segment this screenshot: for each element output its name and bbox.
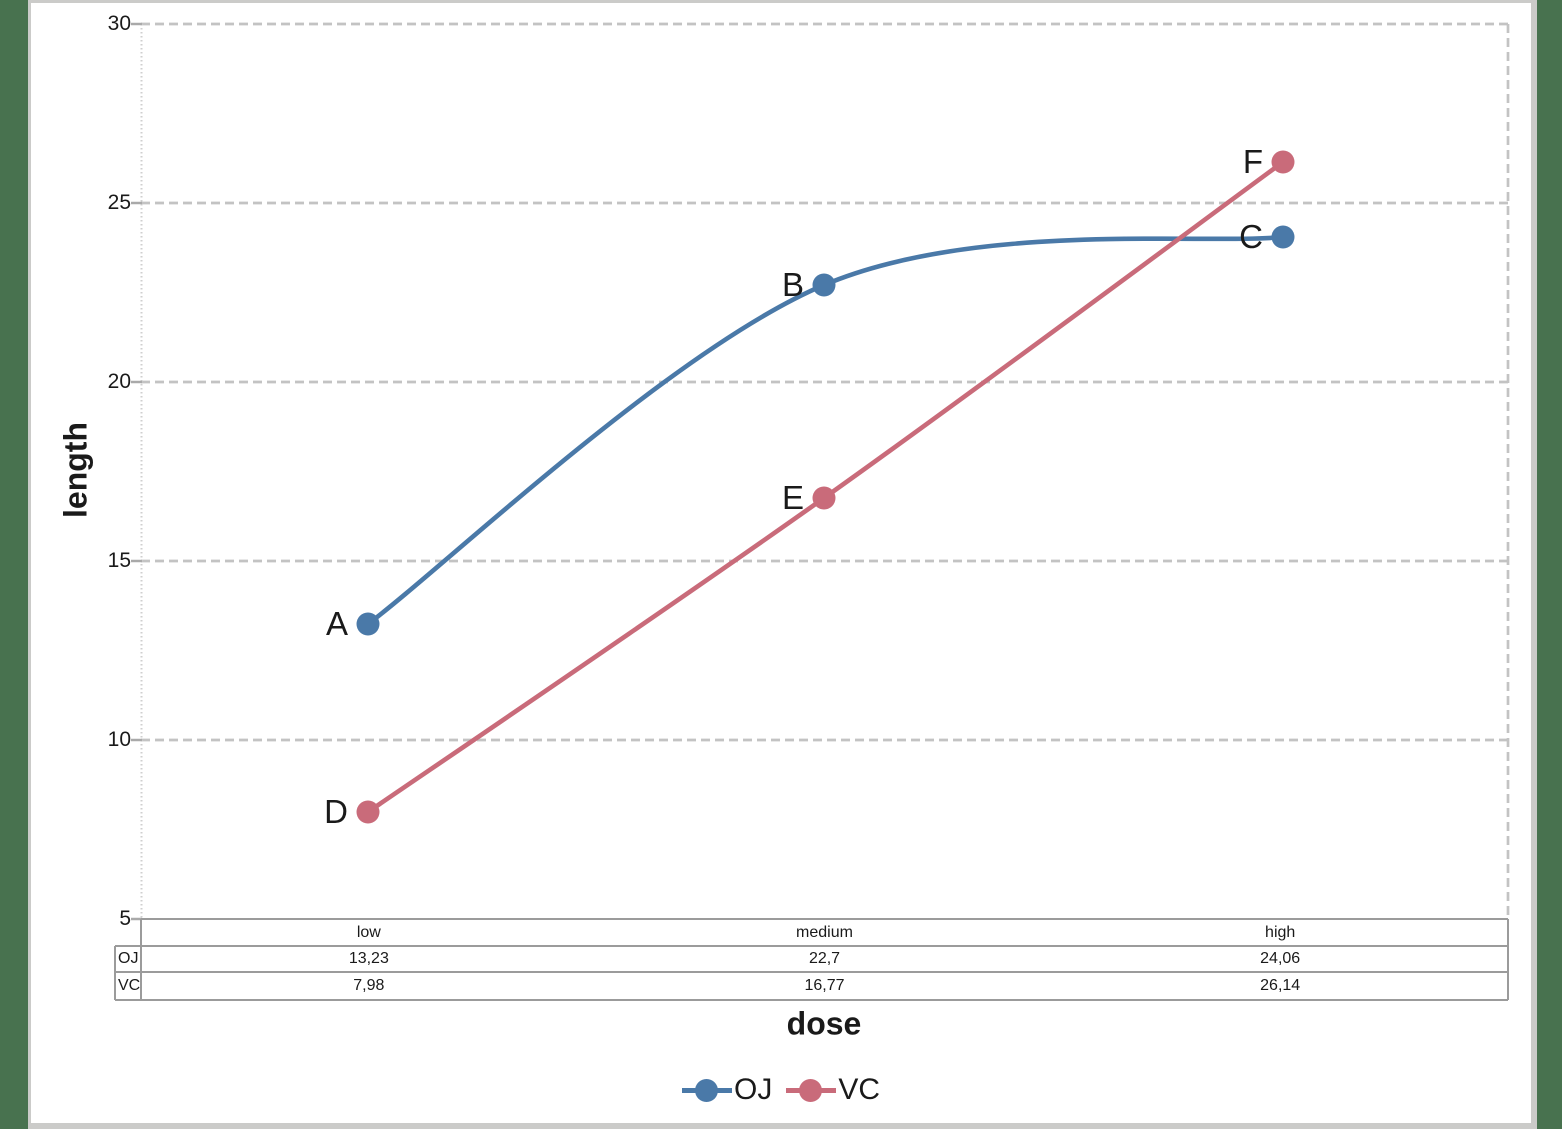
- table-cell-vc-low: 7,98: [353, 977, 385, 994]
- y-tick-30: 30: [107, 12, 131, 35]
- point-label-d: D: [324, 793, 348, 830]
- chart-window: [28, 0, 1537, 1129]
- legend-item-vc: VC: [786, 1073, 880, 1107]
- y-tick-5: 5: [119, 907, 131, 930]
- y-tick-15: 15: [107, 549, 131, 572]
- legend-label-oj: OJ: [733, 1073, 773, 1106]
- table-row-vc: 7,98 16,77 26,14: [141, 972, 1508, 1000]
- table-cell-oj-low: 13,23: [348, 950, 389, 967]
- point-label-b: B: [781, 266, 804, 303]
- oj-legend-marker-icon: [681, 1078, 732, 1102]
- oj-markers: [356, 225, 1295, 636]
- vc-marker-medium: [812, 486, 836, 510]
- legend-item-oj: OJ: [681, 1073, 773, 1107]
- y-axis-ticks: [131, 22, 142, 921]
- vc-marker-high: [1271, 150, 1295, 174]
- oj-marker-high: [1271, 225, 1295, 249]
- table-cell-oj-high: 24,06: [1260, 950, 1301, 967]
- gridlines: [141, 22, 1510, 919]
- table-col-header-medium: medium: [796, 923, 853, 941]
- table-cell-oj-medium: 22,7: [808, 950, 841, 967]
- point-label-e: E: [781, 479, 804, 516]
- y-axis-title: length: [57, 422, 94, 518]
- y-tick-10: 10: [107, 728, 131, 751]
- y-tick-25: 25: [107, 191, 131, 214]
- table-row-oj: 13,23 22,7 24,06: [141, 946, 1508, 972]
- data-table-borders: [114, 918, 1509, 1001]
- oj-marker-low: [356, 612, 380, 636]
- table-row-header-vc: VC: [118, 977, 141, 994]
- vc-legend-marker-icon: [786, 1078, 837, 1102]
- vc-marker-low: [356, 800, 380, 824]
- legend: OJ VC: [0, 1073, 1562, 1107]
- point-label-c: C: [1239, 218, 1263, 255]
- table-header-row: low medium high: [141, 919, 1508, 946]
- legend-label-vc: VC: [838, 1073, 881, 1106]
- vc-markers: [356, 150, 1295, 824]
- table-col-header-low: low: [356, 923, 381, 941]
- point-label-f: F: [1242, 143, 1263, 180]
- oj-marker-medium: [812, 273, 836, 297]
- table-col-header-high: high: [1265, 923, 1296, 941]
- table-row-header-oj: OJ: [118, 950, 139, 967]
- y-tick-20: 20: [107, 370, 131, 393]
- x-axis-title: dose: [786, 1005, 862, 1042]
- table-cell-vc-high: 26,14: [1260, 977, 1301, 994]
- table-cell-vc-medium: 16,77: [804, 977, 845, 994]
- point-label-a: A: [325, 605, 348, 642]
